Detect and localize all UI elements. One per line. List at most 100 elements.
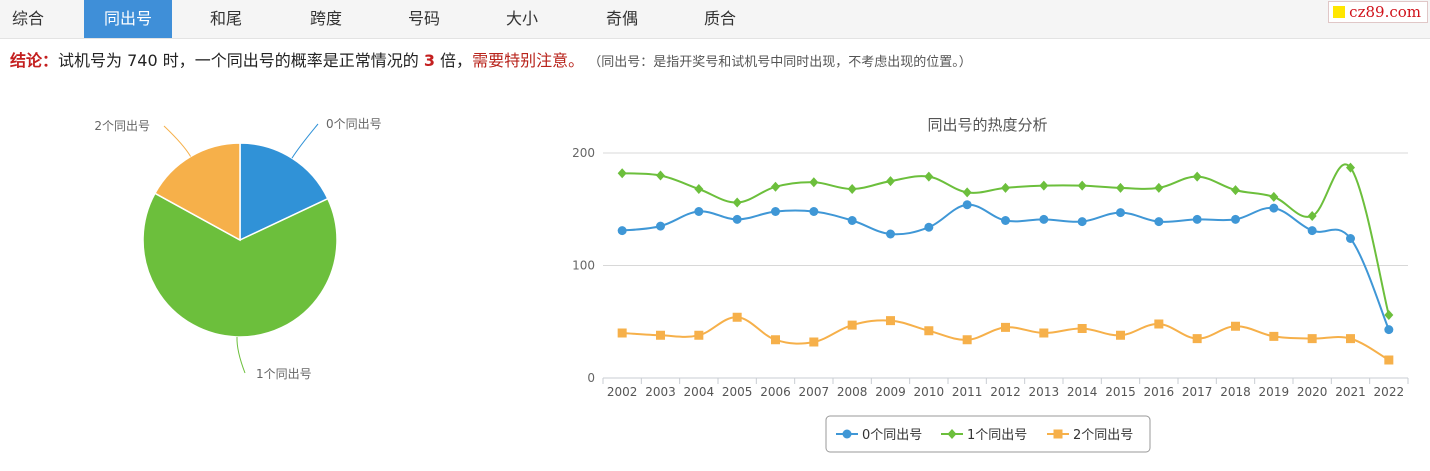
data-point [1077, 217, 1087, 227]
tab-tongchuhao[interactable]: 同出号 [84, 0, 172, 38]
data-point [732, 197, 742, 208]
data-point [809, 337, 819, 347]
data-point [1192, 334, 1202, 344]
data-point [847, 184, 857, 194]
data-point [1116, 182, 1125, 193]
legend-item: 1个同出号 [967, 428, 1027, 443]
data-point [1039, 214, 1049, 224]
x-tick-label: 2017 [1182, 385, 1213, 399]
tab-daxiao[interactable]: 大小 [505, 9, 538, 28]
data-point [656, 170, 665, 181]
data-point [962, 200, 972, 210]
data-point [1154, 217, 1164, 227]
data-point [1384, 355, 1394, 365]
data-point [732, 312, 742, 322]
conclusion-text-2: 倍， [434, 51, 473, 70]
data-point [1154, 319, 1164, 329]
data-point [1001, 216, 1010, 225]
data-point [771, 335, 780, 345]
pie-leader-line [236, 336, 246, 374]
conclusion-text-1: 试机号为 740 时，一个同出号的概率是正常情况的 [58, 51, 424, 70]
y-tick-label: 0 [587, 371, 595, 385]
legend-box [825, 415, 1151, 453]
data-point [1077, 324, 1087, 333]
data-point [1039, 180, 1049, 191]
data-point [1231, 185, 1240, 196]
x-tick-label: 2004 [684, 385, 715, 399]
data-point [1116, 208, 1125, 218]
pie-slice [153, 142, 241, 242]
site-logo[interactable]: cz89.com [1328, 1, 1428, 23]
data-point [1077, 180, 1087, 191]
tab-kuadu[interactable]: 跨度 [309, 9, 342, 28]
chart-legend: 0个同出号 1个同出号 2个同出号 [825, 415, 1151, 453]
data-point [924, 326, 934, 336]
data-point [1346, 162, 1355, 173]
data-point [1116, 330, 1125, 340]
tab-bar: 综合 同出号 和尾 跨度 号码 大小 奇偶 质合 cz89.com [0, 0, 1430, 39]
legend-marker [842, 429, 852, 439]
x-tick-label: 2019 [1259, 385, 1290, 399]
data-point [617, 328, 627, 338]
data-point [886, 316, 895, 326]
data-point [1269, 191, 1279, 202]
data-point [1001, 322, 1010, 332]
data-point [1307, 334, 1317, 344]
data-point [1192, 171, 1202, 182]
data-point [656, 330, 665, 340]
tab-haoma[interactable]: 号码 [407, 9, 440, 28]
data-point [1384, 310, 1394, 320]
x-tick-label: 2013 [1029, 385, 1060, 399]
x-tick-label: 2014 [1067, 385, 1098, 399]
tab-hewei[interactable]: 和尾 [209, 9, 242, 28]
data-point [1346, 234, 1355, 243]
data-point [1001, 182, 1010, 193]
x-tick-label: 2005 [722, 385, 753, 399]
conclusion-ratio: 3 [423, 51, 435, 70]
x-tick-label: 2015 [1105, 385, 1136, 399]
pie-leader-line [291, 123, 319, 159]
chart-title: 同出号的热度分析 [927, 116, 1047, 134]
x-tick-label: 2011 [952, 385, 983, 399]
pie-leader-line [163, 125, 192, 157]
data-point [962, 335, 972, 345]
y-tick-label: 100 [572, 259, 595, 273]
data-point [1154, 182, 1164, 193]
x-tick-label: 2016 [1144, 385, 1175, 399]
conclusion-label: 结论： [10, 51, 59, 70]
tab-zonghe[interactable]: 综合 [11, 9, 44, 28]
data-point [771, 207, 780, 216]
data-point [1269, 203, 1279, 213]
tab-zhihe[interactable]: 质合 [703, 9, 736, 28]
x-tick-label: 2022 [1374, 385, 1405, 399]
legend-item: 2个同出号 [1073, 428, 1133, 443]
line-chart: 同出号的热度分析 0 100 200 2002 2003 2004 2005 2006 2007 2… [572, 116, 1409, 453]
data-point [886, 176, 895, 187]
legend-item: 0个同出号 [862, 428, 922, 443]
x-tick-label: 2003 [645, 385, 676, 399]
x-tick-label: 2008 [837, 385, 868, 399]
data-point [924, 171, 934, 182]
legend-marker [1053, 429, 1063, 439]
data-point [886, 229, 895, 239]
data-point [771, 181, 780, 192]
conclusion-warning: 需要特别注意。 [472, 51, 585, 70]
pie-chart: 0个同出号 1个同出号 2个同出号 [94, 117, 381, 381]
logo-text: cz89.com [1349, 3, 1421, 21]
data-point [847, 216, 857, 225]
tab-jiou[interactable]: 奇偶 [605, 9, 638, 28]
data-point [1346, 334, 1355, 344]
logo-square-icon [1333, 6, 1346, 18]
x-tick-label: 2007 [799, 385, 830, 399]
series-line-1 [622, 163, 1390, 316]
x-tick-label: 2009 [875, 385, 906, 399]
conclusion-line: 结论：试机号为 740 时，一个同出号的概率是正常情况的 3 倍，需要特别注意。… [10, 50, 972, 72]
pie-label: 2个同出号 [94, 119, 150, 133]
data-point [809, 207, 819, 216]
data-point [694, 330, 704, 340]
pie-slice [142, 192, 338, 338]
x-tick-label: 2018 [1220, 385, 1251, 399]
data-point [656, 221, 665, 231]
data-point [1231, 321, 1240, 331]
data-point [1307, 211, 1317, 221]
